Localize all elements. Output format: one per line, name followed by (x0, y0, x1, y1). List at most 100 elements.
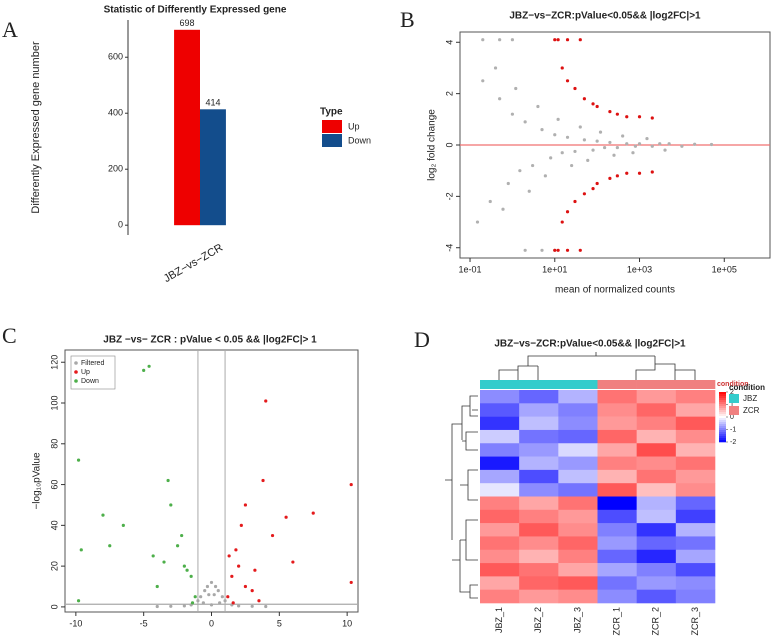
heatmap-cell (636, 416, 677, 431)
y-tick-label: 2 (444, 91, 454, 96)
point (498, 38, 502, 42)
point (553, 38, 557, 42)
colorbar-segment (719, 400, 726, 403)
point (190, 601, 195, 605)
heatmap-cell (597, 496, 637, 511)
column-label: ZCR_1 (611, 607, 621, 636)
colorbar-segment (719, 404, 726, 407)
point (216, 588, 220, 593)
heatmap-cell (636, 483, 677, 497)
point (573, 199, 577, 204)
heatmap-cell (597, 443, 637, 457)
chart-title: JBZ−vs−ZCR:pValue<0.05&& |log2FC|>1 (509, 11, 701, 22)
point (621, 134, 625, 138)
heatmap-cell (558, 549, 598, 564)
heatmap-cell (675, 443, 716, 457)
point (637, 171, 642, 175)
point (180, 533, 184, 538)
point (556, 38, 560, 42)
legend-label: ZCR (743, 406, 760, 415)
point (549, 156, 553, 160)
condition-cell (675, 380, 716, 389)
legend-label: Up (81, 369, 90, 376)
heatmap-cell (636, 469, 677, 484)
point (284, 515, 288, 519)
heatmap-cell (519, 536, 559, 551)
y-tick-label: 0 (444, 142, 454, 147)
point (523, 120, 527, 124)
heatmap-cell (480, 549, 520, 564)
colorbar-label: -1 (730, 426, 736, 433)
legend-title: condition (729, 383, 765, 392)
heatmap-cell (480, 469, 520, 484)
y-tick-label: 400 (108, 108, 123, 118)
point (510, 112, 514, 116)
point (205, 584, 210, 589)
point (560, 66, 564, 70)
panel-letter: B (400, 7, 415, 32)
heatmap-cell (519, 576, 559, 590)
y-tick-label: 4 (444, 40, 454, 45)
point (231, 601, 235, 605)
heatmap-cell (636, 536, 677, 551)
point (565, 248, 570, 252)
x-tick-label: 1e+03 (627, 264, 652, 274)
legend-title: Type (320, 107, 343, 118)
heatmap-cell (675, 416, 716, 431)
point (536, 104, 540, 109)
x-tick-label: 5 (277, 618, 282, 628)
point (565, 79, 570, 83)
point (595, 139, 599, 143)
point (237, 564, 241, 568)
point (166, 478, 170, 483)
point (155, 604, 159, 609)
point (349, 580, 353, 585)
heatmap-cell (558, 509, 598, 524)
point (560, 151, 564, 155)
point (570, 163, 574, 168)
point (540, 127, 544, 132)
heatmap-cell (675, 483, 716, 497)
heatmap-cell (636, 549, 677, 564)
point (142, 368, 146, 372)
legend-marker (74, 379, 78, 383)
point (565, 135, 570, 139)
point (498, 97, 502, 101)
point (151, 554, 155, 558)
heatmap-cell (636, 576, 677, 590)
colorbar-segment (719, 440, 726, 443)
point (212, 593, 216, 597)
point (243, 503, 248, 507)
point (591, 102, 595, 106)
point (182, 564, 186, 568)
heatmap-cell (519, 390, 559, 404)
heatmap-cell (480, 563, 520, 577)
point (556, 248, 560, 252)
y-tick-label: 80 (49, 439, 59, 449)
heatmap-cell (675, 496, 716, 511)
legend-label: JBZ (743, 394, 757, 403)
heatmap-cell (636, 390, 677, 404)
x-tick-label: 1e-01 (459, 264, 482, 274)
heatmap-cell (519, 483, 559, 497)
y-tick-label: -4 (444, 244, 454, 252)
heatmap-cell (636, 563, 677, 577)
column-label: JBZ_2 (533, 607, 543, 633)
x-tick-label: -5 (140, 618, 148, 628)
point (595, 181, 599, 186)
colorbar-label: -2 (730, 439, 736, 446)
point (531, 163, 535, 168)
point (155, 584, 159, 589)
heatmap-cell (675, 536, 716, 551)
point (227, 554, 231, 558)
heatmap-cell (519, 416, 559, 431)
heatmap-cell (519, 469, 559, 484)
x-tick-label: 10 (342, 618, 352, 628)
point (169, 604, 173, 608)
point (553, 248, 557, 252)
point (79, 548, 83, 552)
point (101, 513, 105, 517)
chart-title: Statistic of Differently Expressed gene (104, 5, 287, 16)
point (510, 38, 514, 42)
point (591, 187, 595, 191)
